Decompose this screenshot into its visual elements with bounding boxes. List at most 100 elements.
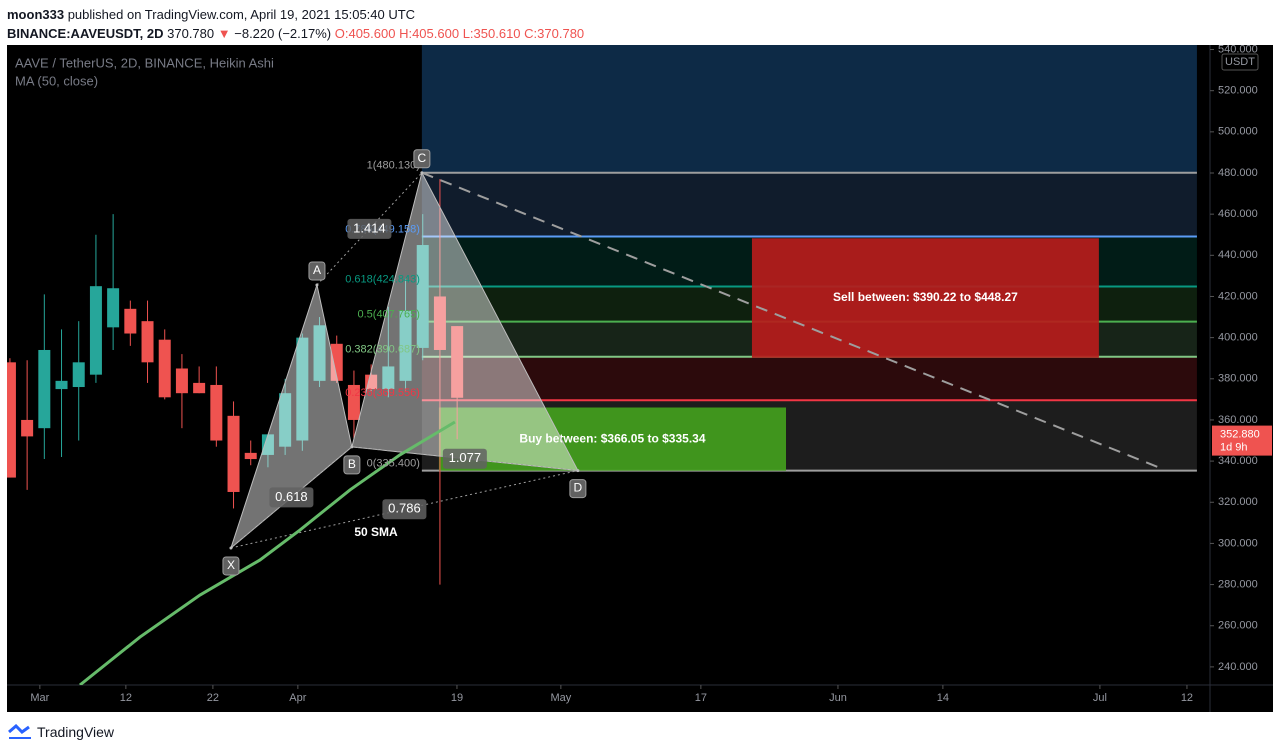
candle-body	[72, 362, 85, 388]
point-label: X	[227, 558, 235, 572]
x-tick-label: May	[550, 692, 571, 704]
candle-body	[261, 434, 274, 455]
point-box	[222, 556, 240, 576]
fib-label: 0.618(424.843)	[345, 273, 420, 285]
point-label: B	[348, 457, 356, 471]
zone-label: Buy between: $366.05 to $335.34	[519, 431, 705, 445]
candle-body	[89, 286, 102, 375]
candle-body	[416, 245, 429, 348]
ma-annotation: 50 SMA	[354, 525, 398, 539]
point-label: D	[574, 481, 583, 495]
fib-label: 1(480.130)	[367, 160, 420, 172]
zone	[438, 407, 787, 471]
point-box	[343, 455, 361, 475]
ratio-box	[347, 218, 392, 239]
currency-box	[1221, 53, 1259, 71]
y-tick-label: 340.000	[1218, 455, 1258, 467]
brand: TradingView	[37, 724, 115, 740]
candle-body	[141, 321, 154, 363]
header-line-2: BINANCE:AAVEUSDT, 2D 370.780 ▼ −8.220 (−…	[7, 24, 584, 43]
candle-body	[193, 382, 206, 394]
x-tick-label: Jul	[1093, 692, 1107, 704]
y-tick-label: 420.000	[1218, 290, 1258, 302]
x-tick-label: 22	[207, 692, 219, 704]
point-label: C	[418, 151, 427, 165]
ratio-label: 1.077	[449, 450, 482, 465]
candle-body	[330, 343, 343, 381]
fib-band	[421, 172, 1197, 237]
candle-body	[313, 325, 326, 381]
y-tick-label: 400.000	[1218, 332, 1258, 344]
x-tick-label: 12	[1181, 692, 1193, 704]
low: L:350.610	[462, 26, 521, 41]
fib-label: 0.5(407.765)	[357, 309, 419, 321]
x-tick-label: 14	[937, 692, 949, 704]
x-tick-label: Jun	[829, 692, 847, 704]
pattern-dotted	[230, 446, 353, 549]
y-tick-label: 240.000	[1218, 661, 1258, 673]
ratio-label: 1.414	[353, 220, 386, 235]
point-box	[413, 149, 431, 169]
candle-body	[365, 374, 378, 390]
point-label: A	[313, 263, 321, 277]
y-tick-label: 320.000	[1218, 496, 1258, 508]
fib-band	[421, 356, 1197, 401]
x-tick-label: 19	[451, 692, 463, 704]
candle-body	[296, 337, 309, 441]
last-price: 370.780	[167, 26, 215, 41]
author: moon333	[7, 7, 65, 22]
countdown: 1d 9h	[1220, 442, 1248, 454]
currency: USDT	[1225, 56, 1255, 68]
close: C:370.780	[524, 26, 585, 41]
fib-band	[421, 45, 1197, 173]
footer: TradingView	[7, 724, 114, 740]
y-tick-label: 500.000	[1218, 126, 1258, 138]
y-tick-label: 480.000	[1218, 167, 1258, 179]
candle-body	[382, 366, 395, 390]
zone-label: Sell between: $390.22 to $448.27	[833, 290, 1018, 304]
y-tick-label: 540.000	[1218, 43, 1258, 55]
candle-body	[227, 415, 240, 492]
y-tick-label: 520.000	[1218, 85, 1258, 97]
pattern-point	[576, 469, 580, 473]
point-box	[308, 261, 326, 281]
high: H:405.600	[399, 26, 460, 41]
ratio-box	[442, 448, 487, 469]
ma-line	[78, 420, 456, 685]
candle-body	[7, 362, 16, 478]
ratio-label: 0.618	[275, 489, 308, 504]
y-tick-label: 280.000	[1218, 578, 1258, 590]
legend-ma: MA (50, close)	[15, 73, 98, 88]
pattern-point	[420, 171, 424, 175]
published: published on TradingView.com, April 19, …	[67, 7, 416, 22]
y-tick-label: 360.000	[1218, 414, 1258, 426]
y-tick-label: 260.000	[1218, 620, 1258, 632]
pattern-dotted	[230, 470, 578, 549]
chart-title: AAVE / TetherUS, 2D, BINANCE, Heikin Ash…	[15, 55, 274, 70]
y-tick-label: 440.000	[1218, 249, 1258, 261]
header-line-1: moon333 published on TradingView.com, Ap…	[7, 5, 584, 24]
candle-body	[55, 380, 68, 390]
y-tick-label: 460.000	[1218, 208, 1258, 220]
pattern-point	[229, 546, 233, 550]
plot-area: Sell between: $390.22 to $448.27 Buy betw…	[7, 45, 1197, 685]
candle-body	[433, 296, 446, 350]
y-tick-label: 300.000	[1218, 537, 1258, 549]
candle-body	[21, 419, 34, 437]
candle-body	[210, 384, 223, 441]
y-tick-label: 380.000	[1218, 373, 1258, 385]
candle-body	[279, 393, 292, 447]
header: moon333 published on TradingView.com, Ap…	[7, 5, 584, 43]
down-arrow: ▼	[217, 26, 231, 41]
ratio-box	[269, 487, 314, 508]
fib-label: 0.236(369.556)	[345, 387, 420, 399]
zone	[751, 238, 1099, 358]
symbol: BINANCE:AAVEUSDT, 2D	[7, 26, 164, 41]
x-tick-label: 12	[120, 692, 132, 704]
candle-body	[244, 452, 257, 460]
ratio-box	[382, 499, 427, 520]
candle-body	[399, 310, 412, 381]
candle-body	[107, 288, 120, 328]
